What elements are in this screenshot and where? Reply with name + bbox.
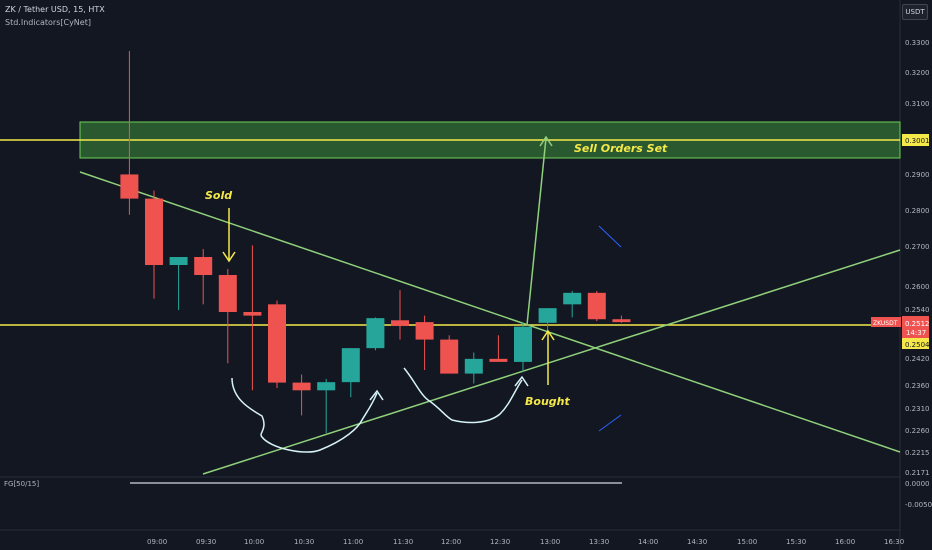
bearish-candle[interactable] bbox=[587, 292, 606, 320]
time-tick: 10:00 bbox=[244, 538, 264, 546]
bearish-candle[interactable] bbox=[612, 319, 631, 323]
time-tick: 09:30 bbox=[196, 538, 216, 546]
hint-line-upper bbox=[598, 225, 622, 248]
bought-arrow-head bbox=[541, 329, 555, 341]
countdown-text: 14:37 bbox=[906, 329, 926, 337]
time-tick: 09:00 bbox=[147, 538, 167, 546]
grid bbox=[0, 0, 901, 550]
sell-orders-label: Sell Orders Set bbox=[574, 142, 668, 155]
price-axis[interactable]: 0.3300 0.3200 0.3100 0.2900 0.2800 0.270… bbox=[905, 39, 930, 477]
symbol-price-badge bbox=[871, 317, 901, 327]
bullish-candle[interactable] bbox=[169, 257, 188, 265]
bullish-candle[interactable] bbox=[366, 318, 385, 349]
hint-line-lower bbox=[598, 414, 622, 432]
ascending-trendline[interactable] bbox=[202, 249, 901, 475]
price-tick: 0.2310 bbox=[905, 405, 930, 413]
bearish-candle[interactable] bbox=[415, 322, 434, 340]
descending-trendline[interactable] bbox=[79, 171, 901, 453]
time-tick: 16:00 bbox=[835, 538, 855, 546]
support-badge-text: 0.2504 bbox=[905, 341, 930, 349]
bullish-candle[interactable] bbox=[317, 382, 336, 391]
candles-group bbox=[120, 51, 631, 433]
bearish-candle[interactable] bbox=[292, 382, 311, 391]
time-tick: 15:30 bbox=[786, 538, 806, 546]
sold-arrow-head bbox=[222, 251, 236, 263]
projection-arrow-line[interactable] bbox=[526, 137, 547, 326]
price-tick: 0.2360 bbox=[905, 382, 930, 390]
sell-level-badge-text: 0.3001 bbox=[905, 137, 930, 145]
bearish-candle[interactable] bbox=[268, 304, 286, 383]
chart-title: ZK / Tether USD, 15, HTX bbox=[5, 5, 105, 14]
price-tick: 0.2215 bbox=[905, 449, 930, 457]
hand-drawn-curve-2 bbox=[403, 367, 523, 424]
price-tick: 0.2600 bbox=[905, 283, 930, 291]
price-tick: 0.3200 bbox=[905, 69, 930, 77]
price-tick: 0.2800 bbox=[905, 207, 930, 215]
bullish-candle[interactable] bbox=[538, 308, 557, 323]
symbol-badge-text: ZKUSDT bbox=[873, 320, 898, 327]
time-tick: 16:30 bbox=[884, 538, 904, 546]
price-tick: 0.3300 bbox=[905, 39, 930, 47]
time-tick: 11:30 bbox=[393, 538, 413, 546]
bearish-candle[interactable] bbox=[243, 312, 262, 316]
sold-label: Sold bbox=[205, 189, 232, 202]
hand-drawn-arrowhead-1 bbox=[369, 389, 384, 401]
bullish-candle[interactable] bbox=[341, 348, 360, 383]
fg-indicator-label[interactable]: FG[50/15] bbox=[4, 480, 40, 488]
last-price-badge bbox=[902, 316, 929, 338]
bullish-candle[interactable] bbox=[514, 326, 532, 362]
projection-arrow-head bbox=[539, 135, 553, 147]
support-level-badge bbox=[902, 338, 929, 349]
hand-drawn-curve-1 bbox=[231, 377, 378, 453]
price-tick: 0.2171 bbox=[905, 469, 930, 477]
bearish-candle[interactable] bbox=[391, 320, 409, 326]
price-tick: 0.2260 bbox=[905, 427, 930, 435]
bullish-candle[interactable] bbox=[464, 358, 483, 374]
hand-drawn-arrowhead-2 bbox=[514, 375, 529, 387]
indicator-label[interactable]: Std.Indicators[CyNet] bbox=[5, 18, 91, 27]
time-tick: 12:00 bbox=[441, 538, 461, 546]
price-tick: 0.2700 bbox=[905, 243, 930, 251]
time-tick: 14:30 bbox=[687, 538, 707, 546]
time-tick: 14:00 bbox=[638, 538, 658, 546]
fg-axis-tick: 0.0000 bbox=[905, 480, 930, 488]
time-tick: 15:00 bbox=[737, 538, 757, 546]
bearish-candle[interactable] bbox=[218, 275, 237, 312]
bearish-candle[interactable] bbox=[120, 174, 139, 199]
currency-button[interactable]: USDT bbox=[902, 4, 928, 20]
time-tick: 13:30 bbox=[589, 538, 609, 546]
time-axis[interactable]: 09:00 09:30 10:00 10:30 11:00 11:30 12:0… bbox=[147, 538, 904, 546]
bearish-candle[interactable] bbox=[489, 358, 508, 362]
price-tick: 0.2900 bbox=[905, 171, 930, 179]
bought-label: Bought bbox=[525, 395, 570, 408]
sell-level-badge bbox=[902, 134, 929, 146]
time-tick: 12:30 bbox=[490, 538, 510, 546]
fg-axis-tick: -0.0050 bbox=[905, 501, 932, 509]
time-tick: 11:00 bbox=[343, 538, 363, 546]
bearish-candle[interactable] bbox=[440, 339, 459, 374]
time-tick: 13:00 bbox=[540, 538, 560, 546]
price-tick: 0.2540 bbox=[905, 306, 930, 314]
time-tick: 10:30 bbox=[294, 538, 314, 546]
bullish-candle[interactable] bbox=[563, 292, 582, 305]
last-price-text: 0.2512 bbox=[905, 320, 930, 328]
bearish-candle[interactable] bbox=[194, 257, 213, 275]
bearish-candle[interactable] bbox=[145, 198, 163, 265]
price-tick: 0.2420 bbox=[905, 355, 930, 363]
price-tick: 0.3100 bbox=[905, 100, 930, 108]
